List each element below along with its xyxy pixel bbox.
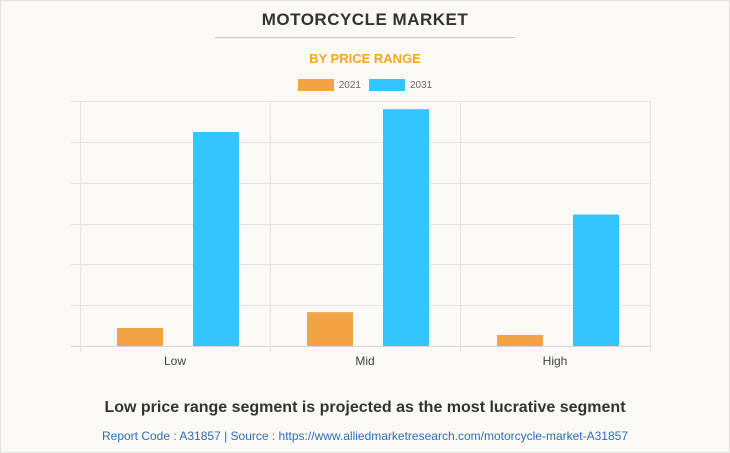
x-tick-label-mid: Mid xyxy=(355,354,374,368)
x-tick-label-high: High xyxy=(543,354,568,368)
legend-swatch-2021 xyxy=(297,79,334,91)
x-tick-label-low: Low xyxy=(164,354,186,368)
legend-item-2031[interactable]: 2031 xyxy=(369,79,432,91)
bar-mid-2031 xyxy=(383,109,429,347)
bar-low-2031 xyxy=(193,132,239,346)
legend-label-2021: 2021 xyxy=(338,79,361,91)
footer-headline: Low price range segment is projected as … xyxy=(104,399,626,416)
chart-subtitle: BY PRICE RANGE xyxy=(309,51,421,66)
chart-title: MOTORCYCLE MARKET xyxy=(261,10,469,29)
bar-high-2031 xyxy=(573,214,619,346)
bar-mid-2021 xyxy=(307,312,353,346)
footer-source[interactable]: Report Code : A31857 | Source : https://… xyxy=(101,429,629,443)
legend-label-2031: 2031 xyxy=(410,79,433,91)
legend-item-2021[interactable]: 2021 xyxy=(297,79,361,91)
title-divider xyxy=(215,37,515,38)
legend-swatch-2031 xyxy=(369,79,405,91)
bar-low-2021 xyxy=(117,328,163,346)
bar-high-2021 xyxy=(497,334,543,346)
legend: 2021 2031 xyxy=(0,79,730,91)
